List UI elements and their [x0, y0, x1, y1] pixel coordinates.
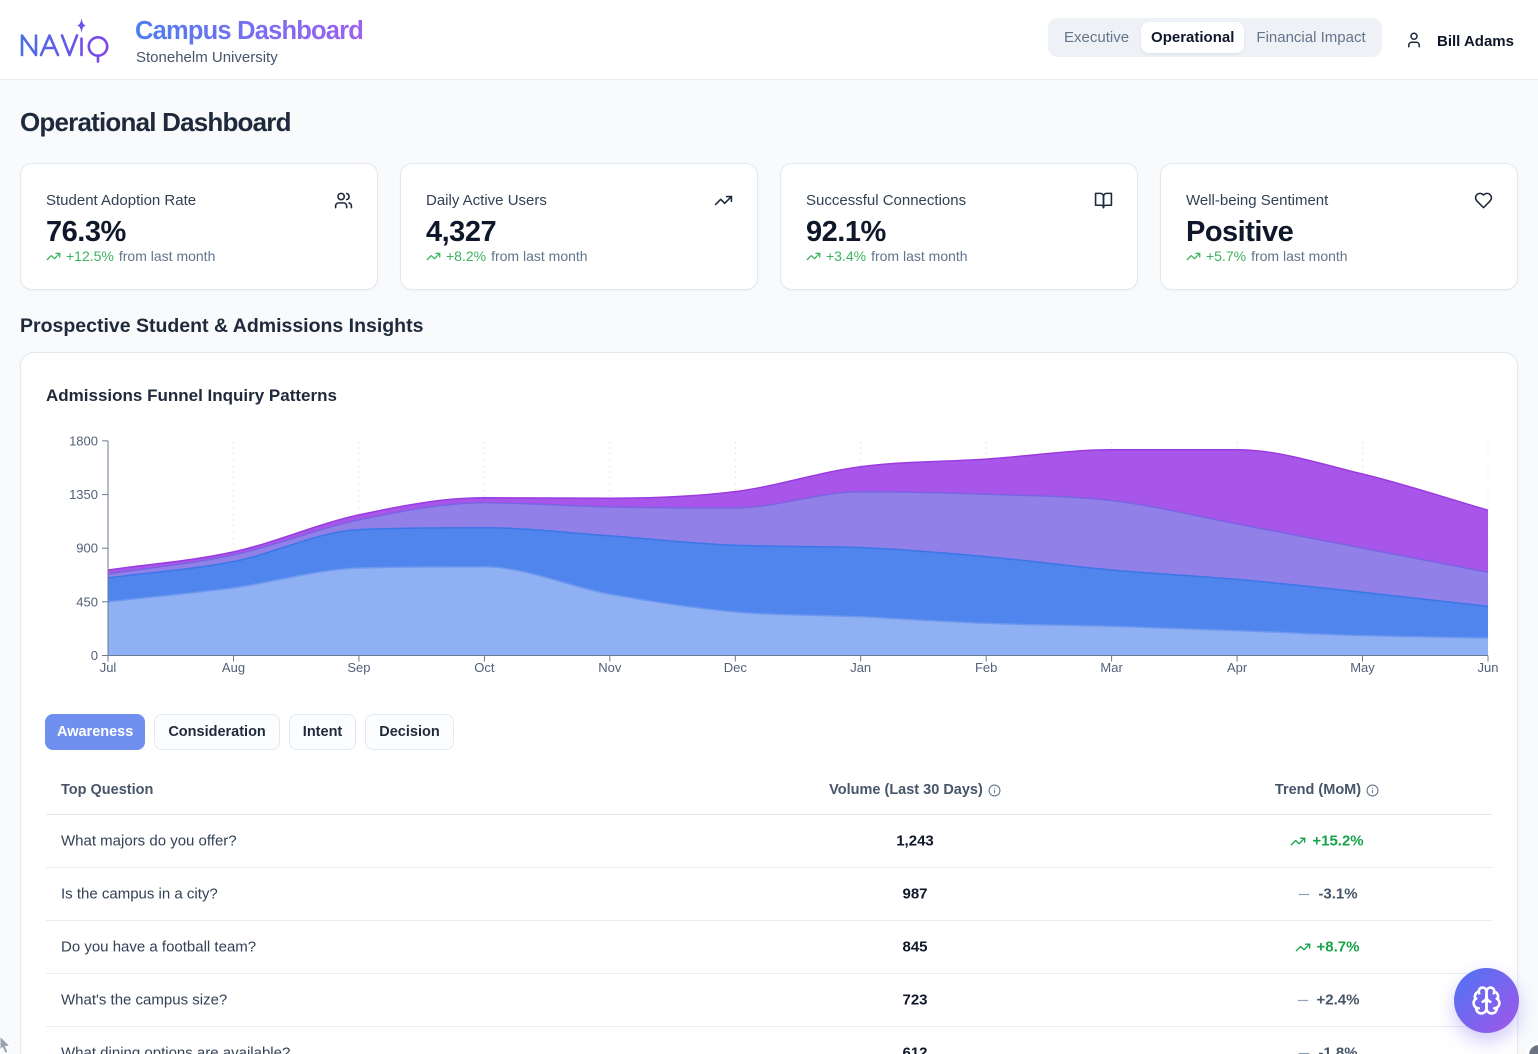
svg-text:0: 0: [91, 648, 98, 663]
svg-text:Jul: Jul: [100, 660, 117, 675]
svg-text:Dec: Dec: [724, 660, 748, 675]
svg-text:May: May: [1350, 660, 1375, 675]
svg-text:1350: 1350: [69, 487, 98, 502]
svg-text:Feb: Feb: [975, 660, 997, 675]
svg-text:Mar: Mar: [1100, 660, 1123, 675]
svg-text:450: 450: [76, 594, 98, 609]
svg-text:900: 900: [76, 541, 98, 556]
svg-text:Nov: Nov: [598, 660, 622, 675]
svg-text:Oct: Oct: [474, 660, 495, 675]
svg-text:Sep: Sep: [347, 660, 370, 675]
svg-text:Jan: Jan: [850, 660, 871, 675]
svg-text:1800: 1800: [69, 433, 98, 448]
svg-text:Aug: Aug: [222, 660, 245, 675]
svg-text:Apr: Apr: [1227, 660, 1248, 675]
svg-text:Jun: Jun: [1478, 660, 1499, 675]
